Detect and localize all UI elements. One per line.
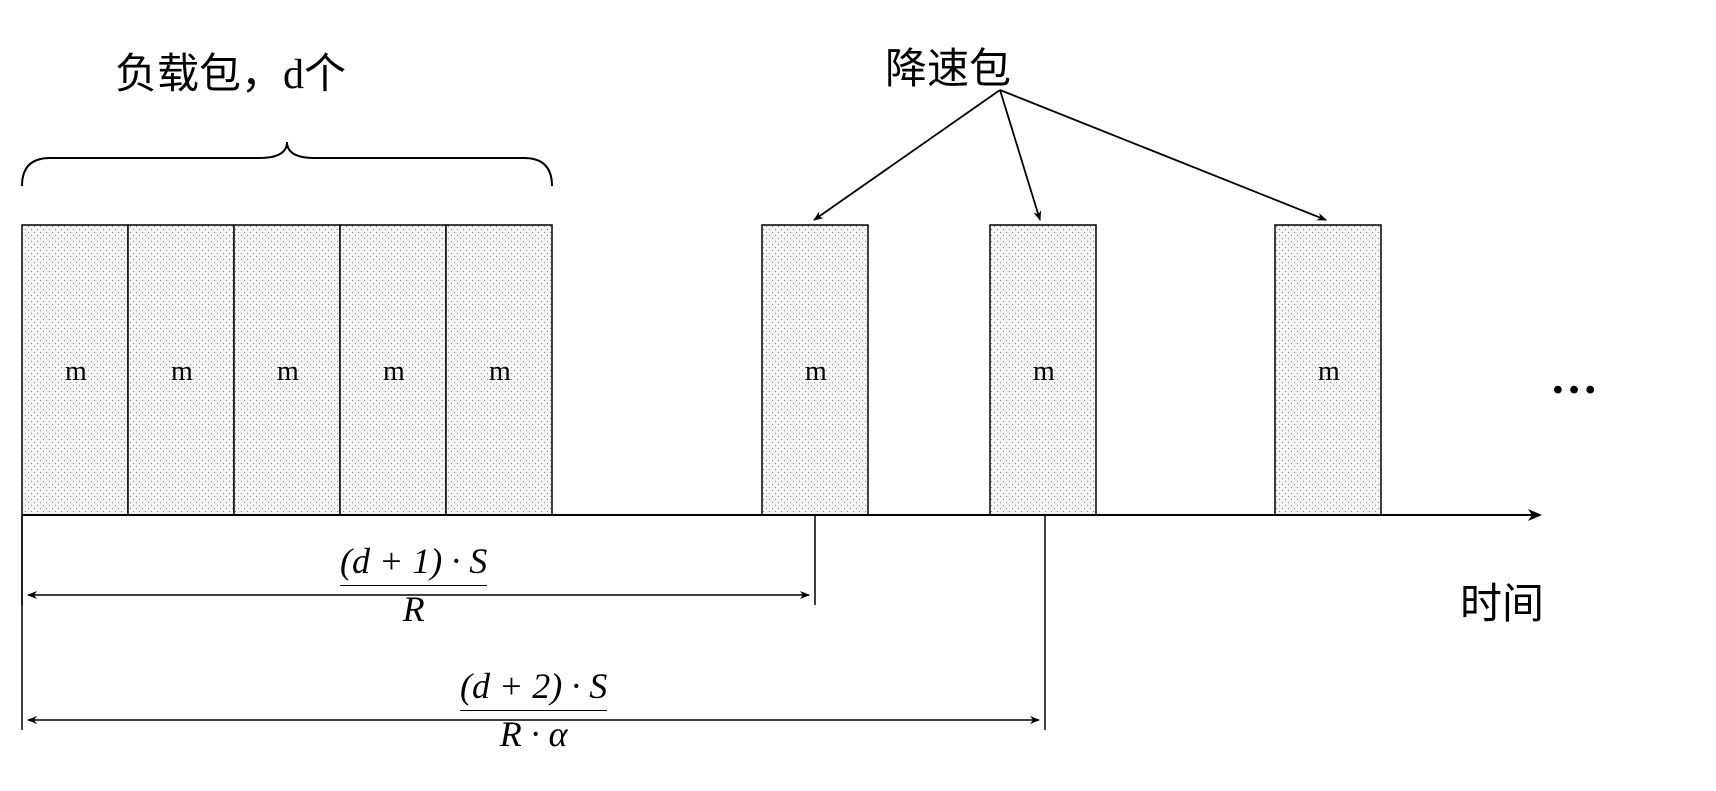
formula-1: (d + 1) · S R [340,540,487,631]
formula-1-denominator: R [340,588,487,631]
packet-label: m [489,356,511,388]
diagram-svg [0,0,1716,791]
time-axis-label: 时间 [1460,570,1544,631]
packet-rects [22,225,1381,515]
formula-2: (d + 2) · S R · α [460,665,607,756]
packet-label: m [383,356,405,388]
formula-1-line [340,585,487,586]
packet-label: m [277,356,299,388]
formula-2-line [460,710,607,711]
packet-label: m [1318,356,1340,388]
packet-label: m [1033,356,1055,388]
formula-1-numerator: (d + 1) · S [340,540,487,583]
brace-group [22,142,552,186]
load-packets-label: 负载包，d个 [115,40,346,101]
formula-2-numerator: (d + 2) · S [460,665,607,708]
packet-timing-diagram: 负载包，d个 降速包 时间 … (d + 1) · S R (d + 2) · … [0,0,1716,791]
packet-label: m [171,356,193,388]
ellipsis: … [1550,350,1604,405]
packet-label: m [805,356,827,388]
slow-packets-label: 降速包 [885,35,1011,96]
slow-arrows [814,90,1326,220]
packet-label: m [65,356,87,388]
formula-2-denominator: R · α [460,713,607,756]
